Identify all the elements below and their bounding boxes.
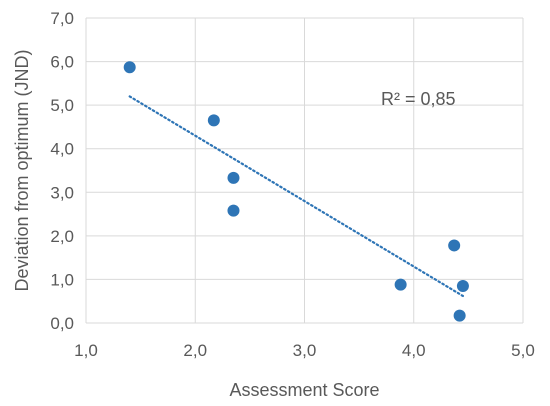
y-tick-label: 0,0	[50, 314, 74, 333]
data-point	[123, 61, 136, 74]
x-tick-label: 5,0	[511, 341, 535, 360]
trendline	[128, 95, 465, 298]
data-point	[207, 114, 220, 127]
r-squared-annotation: R² = 0,85	[381, 89, 456, 109]
data-point	[394, 278, 407, 291]
y-tick-label: 2,0	[50, 227, 74, 246]
data-point	[453, 309, 466, 322]
trendline-group	[128, 95, 465, 298]
y-axis-title: Deviation from optimum (JND)	[12, 49, 32, 291]
data-point	[227, 204, 240, 217]
x-tick-label: 4,0	[402, 341, 426, 360]
y-tick-label: 3,0	[50, 183, 74, 202]
y-tick-label: 5,0	[50, 96, 74, 115]
vertical-gridlines	[85, 18, 524, 323]
x-tick-label: 3,0	[293, 341, 317, 360]
data-point	[456, 279, 469, 292]
y-axis-tick-labels: 0,0 1,0 2,0 3,0 4,0 5,0 6,0 7,0	[50, 9, 74, 333]
y-tick-label: 7,0	[50, 9, 74, 28]
x-axis-tick-labels: 1,0 2,0 3,0 4,0 5,0	[74, 341, 535, 360]
x-tick-label: 1,0	[74, 341, 98, 360]
x-axis-title: Assessment Score	[229, 380, 379, 400]
y-tick-label: 1,0	[50, 270, 74, 289]
data-points	[123, 61, 469, 322]
horizontal-gridlines	[86, 17, 523, 324]
y-tick-label: 6,0	[50, 53, 74, 72]
y-tick-label: 4,0	[50, 140, 74, 159]
data-point	[448, 239, 461, 252]
data-point	[227, 171, 240, 184]
x-tick-label: 2,0	[183, 341, 207, 360]
annotations: R² = 0,85	[381, 89, 456, 109]
